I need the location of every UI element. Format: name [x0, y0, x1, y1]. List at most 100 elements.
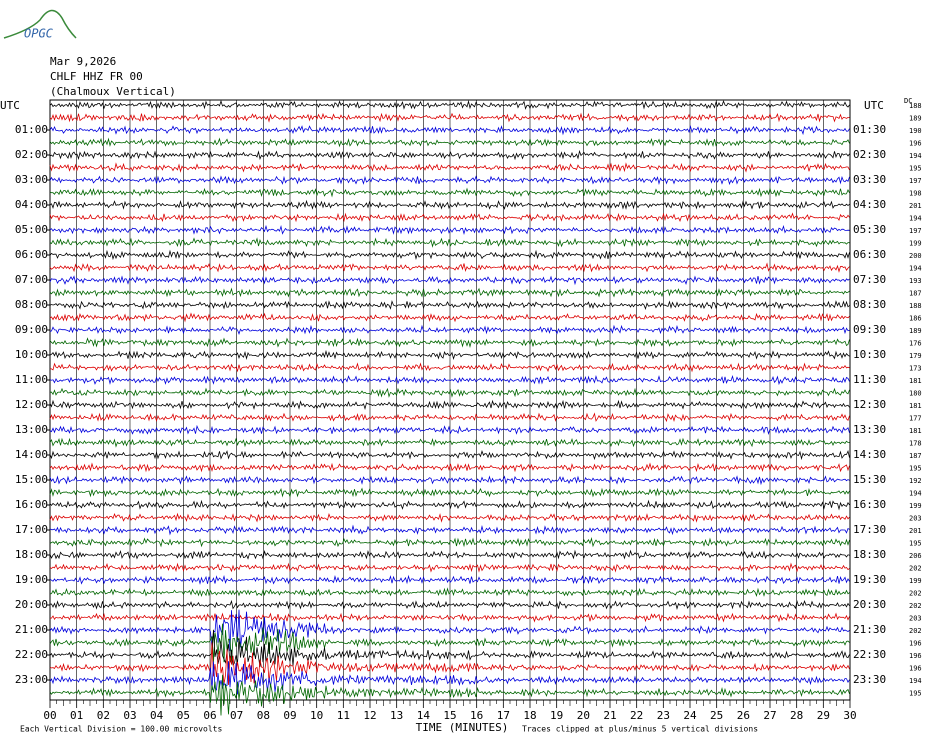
left-time-label: 16:00 [15, 498, 48, 511]
right-time-label: 06:30 [853, 248, 886, 261]
x-tick-label: 21 [603, 709, 616, 722]
trace [49, 642, 850, 686]
offset-value: 197 [909, 177, 922, 185]
logo-text: OPGC [24, 27, 54, 41]
x-tick-label: 12 [363, 709, 376, 722]
offset-value: 193 [909, 277, 922, 285]
left-time-label: 06:00 [15, 248, 48, 261]
trace [49, 587, 850, 598]
right-time-label: 03:30 [853, 173, 886, 186]
left-time-label: 04:00 [15, 198, 48, 211]
left-time-label: 18:00 [15, 548, 48, 561]
left-time-label: 13:00 [15, 423, 48, 436]
left-time-label: 01:00 [15, 123, 48, 136]
offset-value: 197 [909, 227, 922, 235]
x-tick-label: 03 [123, 709, 136, 722]
left-time-label: 03:00 [15, 173, 48, 186]
trace [49, 475, 850, 486]
left-time-label: 23:00 [15, 673, 48, 686]
x-tick-label: 16 [470, 709, 483, 722]
x-tick-label: 08 [257, 709, 270, 722]
offset-value: 196 [909, 140, 922, 148]
offset-value: 178 [909, 440, 922, 448]
offset-value: 176 [909, 340, 922, 348]
trace [49, 262, 850, 273]
logo: OPGC [3, 9, 77, 41]
right-time-label: 14:30 [853, 448, 886, 461]
right-time-label: 05:30 [853, 223, 886, 236]
trace [49, 362, 850, 373]
left-time-label: 02:00 [15, 148, 48, 161]
x-tick-label: 26 [737, 709, 750, 722]
offset-value: 179 [909, 352, 922, 360]
trace [49, 562, 850, 573]
offset-value: 187 [909, 290, 922, 298]
offset-value: 189 [909, 327, 922, 335]
offset-value: 195 [909, 540, 922, 548]
x-tick-label: 05 [177, 709, 190, 722]
offset-value: 194 [909, 265, 922, 273]
trace [49, 237, 850, 248]
trace [49, 300, 850, 310]
right-time-label: 17:30 [853, 523, 886, 536]
x-tick-label: 14 [417, 709, 431, 722]
x-tick-label: 24 [683, 709, 697, 722]
offset-value: 206 [909, 552, 922, 560]
right-time-label: 13:30 [853, 423, 886, 436]
trace [49, 412, 850, 423]
trace [49, 599, 850, 610]
left-time-label: 08:00 [15, 298, 48, 311]
right-time-label: 01:30 [853, 123, 886, 136]
right-time-label: 16:30 [853, 498, 886, 511]
trace [49, 137, 850, 148]
right-axis-title: UTC [864, 99, 884, 112]
right-time-label: 23:30 [853, 673, 886, 686]
trace [49, 349, 850, 360]
right-time-label: 10:30 [853, 348, 886, 361]
x-tick-label: 15 [443, 709, 456, 722]
offset-value: 199 [909, 240, 922, 248]
right-time-label: 11:30 [853, 373, 886, 386]
offset-value: 201 [909, 202, 922, 210]
right-time-label: 18:30 [853, 548, 886, 561]
labels: 00 01 02 03 04 05 06 07 08 09 10 11 12 13 14 15 16 17 18 19… [15, 102, 922, 722]
trace [49, 462, 850, 473]
trace [49, 537, 850, 548]
offset-value: 196 [909, 640, 922, 648]
offset-value: 190 [909, 127, 922, 135]
trace [49, 674, 850, 716]
offset-value: 202 [909, 602, 922, 610]
x-tick-label: 06 [203, 709, 216, 722]
offset-value: 202 [909, 565, 922, 573]
trace [49, 574, 850, 585]
offset-value: 201 [909, 527, 922, 535]
offset-value: 195 [909, 165, 922, 173]
x-tick-label: 20 [577, 709, 590, 722]
right-time-label: 07:30 [853, 273, 886, 286]
trace [49, 623, 850, 663]
right-time-label: 19:30 [853, 573, 886, 586]
offset-value: 199 [909, 577, 922, 585]
trace [49, 399, 850, 411]
clip-note: Traces clipped at plus/minus 5 vertical … [522, 725, 758, 734]
trace [49, 287, 850, 298]
logo-curve [3, 9, 77, 39]
offset-value: 194 [909, 677, 922, 685]
trace [49, 609, 850, 652]
left-time-label: 21:00 [15, 623, 48, 636]
offset-value: 187 [909, 452, 922, 460]
trace [49, 199, 850, 210]
left-axis-title: UTC [0, 99, 20, 112]
x-tick-label: 27 [763, 709, 776, 722]
trace [49, 549, 850, 560]
x-tick-label: 02 [97, 709, 110, 722]
offset-value: 203 [909, 515, 922, 523]
offset-value: 177 [909, 415, 922, 423]
x-tick-label: 23 [657, 709, 670, 722]
trace [49, 449, 850, 461]
right-time-label: 09:30 [853, 323, 886, 336]
trace [49, 612, 850, 623]
x-tick-label: 01 [70, 709, 83, 722]
offset-value: 192 [909, 477, 922, 485]
x-tick-label: 10 [310, 709, 323, 722]
